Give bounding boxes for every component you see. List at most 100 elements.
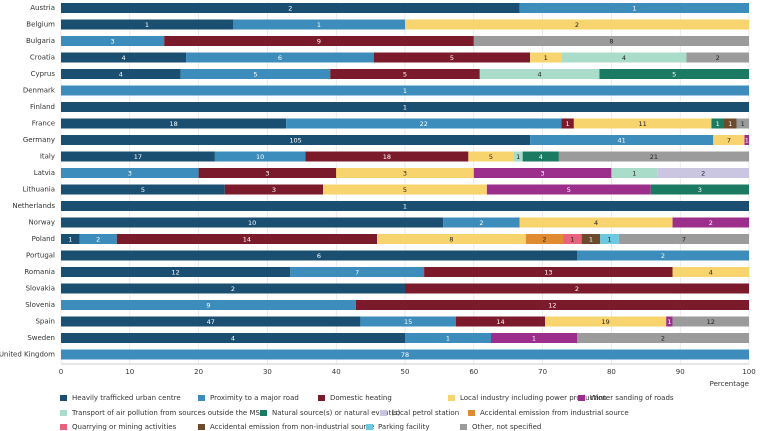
data-label: 7: [682, 236, 686, 244]
legend-label: Parking facility: [378, 423, 430, 431]
data-label: 2: [709, 219, 713, 227]
data-label: 78: [401, 351, 409, 359]
data-label: 2: [231, 285, 235, 293]
bar-segment: [61, 135, 531, 145]
bar-segment: [224, 184, 324, 195]
x-tick-label: 20: [194, 368, 203, 376]
bar-segment: [61, 168, 199, 178]
bar-segment: [711, 118, 724, 129]
legend-swatch: [380, 410, 387, 416]
y-tick-label: Belgium: [26, 21, 55, 29]
data-label: 13: [544, 269, 552, 277]
legend-swatch: [198, 424, 205, 430]
bar-segment: [61, 217, 444, 228]
data-label: 1: [446, 335, 450, 343]
y-tick-label: Austria: [30, 4, 55, 12]
legend-label: Accidental emission from non-industrial …: [210, 423, 374, 431]
data-label: 1: [745, 137, 749, 145]
y-tick-label: Italy: [40, 153, 55, 161]
data-label: 2: [701, 170, 705, 178]
bar-segment: [61, 85, 749, 96]
data-label: 7: [727, 137, 731, 145]
data-label: 3: [403, 170, 407, 178]
bar-segment: [61, 52, 187, 63]
legend-swatch: [60, 410, 67, 416]
bar-segment: [61, 102, 749, 112]
legend-label: Transport of air pollution from sources …: [71, 409, 260, 417]
bar-segment: [561, 118, 574, 129]
y-tick-label: United Kingdom: [0, 351, 55, 359]
y-tick-label: Portugal: [26, 252, 55, 260]
data-label: 2: [288, 5, 292, 13]
data-label: 105: [289, 137, 301, 145]
data-label: 1: [403, 203, 407, 211]
bar-segment: [618, 234, 749, 244]
x-axis-title: Percentage: [710, 380, 749, 388]
data-label: 11: [639, 120, 647, 128]
data-label: 2: [661, 335, 665, 343]
data-label: 1: [516, 153, 520, 161]
bar-segment: [336, 168, 474, 178]
y-tick-label: Norway: [28, 219, 55, 227]
data-label: 3: [698, 186, 702, 194]
legend-swatch: [460, 424, 467, 430]
legend-swatch: [468, 410, 475, 416]
bar-segment: [360, 316, 456, 327]
legend-label: Winter sanding of roads: [590, 394, 674, 402]
data-label: 12: [548, 302, 556, 310]
bar-segment: [611, 168, 658, 178]
data-label: 47: [207, 318, 215, 326]
data-label: 14: [243, 236, 251, 244]
bar-segment: [323, 184, 487, 195]
y-tick-label: Latvia: [34, 169, 55, 177]
data-label: 2: [96, 236, 100, 244]
bar-segment: [61, 151, 215, 162]
bar-segment: [61, 234, 80, 244]
data-label: 4: [594, 219, 598, 227]
bar-segment: [116, 234, 378, 244]
bar-segment: [581, 234, 601, 244]
data-label: 6: [278, 54, 282, 62]
data-label: 4: [539, 153, 543, 161]
bar-segment: [573, 118, 712, 129]
bar-segment: [468, 151, 514, 162]
data-label: 4: [231, 335, 235, 343]
data-label: 1: [741, 120, 745, 128]
data-label: 12: [172, 269, 180, 277]
y-tick-label: France: [32, 120, 55, 128]
x-tick-label: 80: [607, 368, 616, 376]
legend-label: Other, not specified: [472, 423, 541, 431]
data-label: 6: [317, 252, 321, 260]
y-tick-label: Croatia: [30, 54, 55, 62]
bar-segment: [530, 52, 562, 63]
legend-swatch: [318, 395, 325, 401]
bar-segment: [61, 3, 520, 13]
data-label: 3: [541, 170, 545, 178]
legend-swatch: [260, 410, 267, 416]
data-label: 3: [128, 170, 132, 178]
data-label: 2: [542, 236, 546, 244]
y-tick-label: Poland: [32, 235, 55, 243]
bar-segment: [61, 201, 749, 211]
y-tick-label: Lithuania: [23, 186, 55, 194]
bar-segment: [545, 316, 667, 327]
legend-label: Heavily trafficked urban centre: [72, 394, 181, 402]
y-tick-label: Romania: [24, 268, 55, 276]
y-tick-label: Spain: [35, 318, 55, 326]
legend-swatch: [578, 395, 585, 401]
bar-segment: [713, 135, 745, 145]
data-label: 18: [169, 120, 177, 128]
data-label: 5: [489, 153, 493, 161]
data-label: 5: [403, 71, 407, 79]
x-tick-label: 100: [742, 368, 755, 376]
data-label: 5: [450, 54, 454, 62]
bar-segment: [377, 234, 526, 244]
data-label: 19: [602, 318, 610, 326]
data-label: 5: [567, 186, 571, 194]
data-label: 1: [667, 318, 671, 326]
legend-label: Quarrying or mining activities: [72, 423, 177, 431]
bar-segment: [61, 349, 749, 360]
data-label: 1: [403, 104, 407, 112]
y-tick-label: Bulgaria: [26, 37, 55, 45]
data-label: 1: [728, 120, 732, 128]
